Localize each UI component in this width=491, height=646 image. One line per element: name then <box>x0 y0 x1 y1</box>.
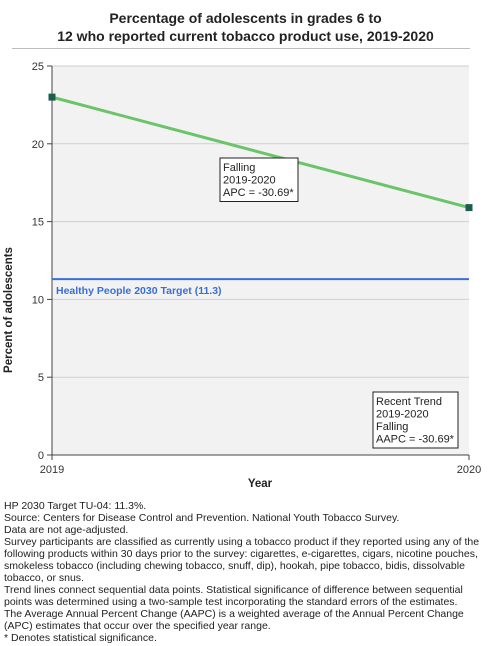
footnote-0: HP 2030 Target TU-04: 11.3%. <box>4 500 147 512</box>
target-label: Healthy People 2030 Target (11.3) <box>56 285 222 297</box>
annotation-line-trend-1: 2019-2020 <box>376 409 429 421</box>
footnote-5: The Average Annual Percent Change (AAPC)… <box>4 608 464 632</box>
series-line-0 <box>51 95 470 210</box>
footnotes: HP 2030 Target TU-04: 11.3%. Source: Cent… <box>4 500 488 644</box>
footnote-1: Source: Centers for Disease Control and … <box>4 512 400 524</box>
y-axis-label: Percent of adolescents <box>3 247 15 373</box>
data-point-2020 <box>465 204 473 212</box>
y-tick-label-0: 0 <box>38 450 44 462</box>
annotation-line-apc-2: APC = -30.69* <box>223 187 294 199</box>
annotation-box-trend <box>372 391 459 449</box>
plot-background <box>52 66 469 455</box>
y-tick-label-15: 15 <box>32 217 44 229</box>
footnote-2: Data are not age-adjusted. <box>4 524 129 536</box>
footnote-4: Trend lines connect sequential data poin… <box>4 584 463 608</box>
x-tick-label-1: 2020 <box>457 464 481 476</box>
annotation-line-apc-1: 2019-2020 <box>223 175 276 187</box>
annotation-box-apc <box>219 157 299 202</box>
y-tick-label-25: 25 <box>32 61 44 73</box>
chart-title-line-1: Percentage of adolescents in grades 6 to <box>109 10 382 26</box>
chart-title-line-2: 12 who reported current tobacco product … <box>57 28 434 44</box>
annotation-line-trend-2: Falling <box>376 421 408 433</box>
y-tick-label-10: 10 <box>32 294 44 306</box>
annotation-line-trend-3: AAPC = -30.69* <box>376 434 455 446</box>
data-point-2019 <box>48 93 56 101</box>
line-chart: 0 5 10 15 20 25 2019 2020 Healthy People 2030 … <box>3 61 481 490</box>
x-axis-label: Year <box>248 478 273 490</box>
x-tick-label-0: 2019 <box>40 464 64 476</box>
chart-title: Percentage of adolescents in grades 6 to… <box>10 9 481 45</box>
title-divider <box>12 48 470 49</box>
y-tick-label-20: 20 <box>32 139 44 151</box>
footnote-6: * Denotes statistical significance. <box>4 632 157 644</box>
annotation-line-apc-0: Falling <box>223 162 255 174</box>
y-tick-label-5: 5 <box>38 372 44 384</box>
footnote-3: Survey participants are classified as cu… <box>4 536 480 584</box>
annotation-line-trend-0: Recent Trend <box>376 396 442 408</box>
